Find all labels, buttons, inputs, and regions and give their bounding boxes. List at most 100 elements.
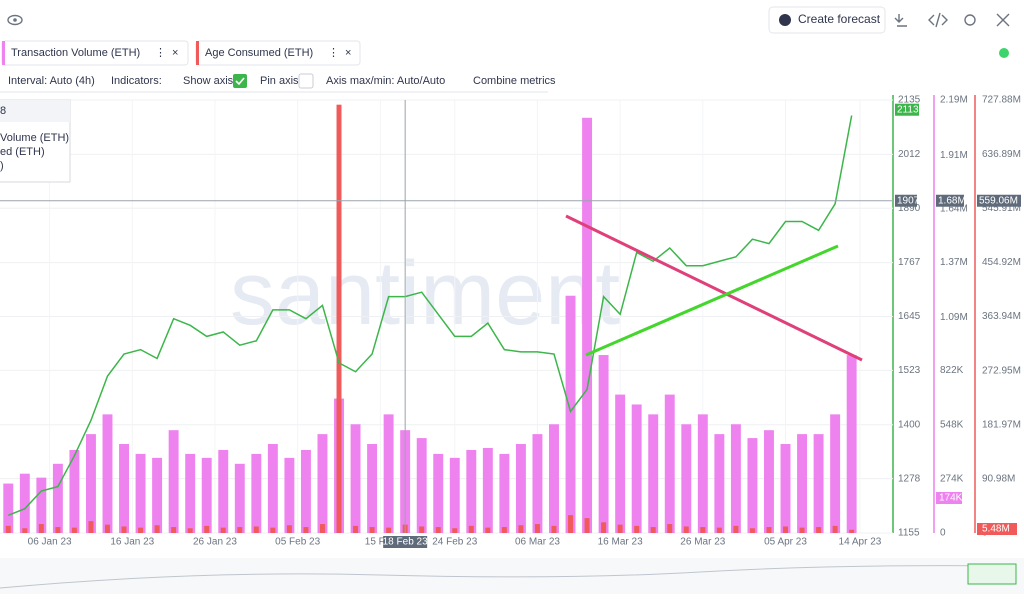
bar	[3, 483, 14, 533]
bar	[449, 457, 460, 533]
trend-line	[565, 214, 863, 362]
bar	[568, 515, 574, 533]
y-tick-label: 181.97M	[982, 419, 1021, 430]
download-icon[interactable]	[894, 14, 907, 27]
bar	[700, 527, 706, 533]
y-tick-label: 545.91M	[982, 203, 1021, 214]
bar	[185, 453, 196, 533]
bar	[468, 525, 474, 533]
bar	[846, 355, 857, 533]
bar	[69, 449, 80, 533]
bar	[119, 444, 129, 533]
bar	[367, 444, 378, 533]
checkbox[interactable]	[233, 74, 247, 88]
x-tick-label: 16 Jan 23	[110, 537, 154, 548]
watermark: santiment	[230, 244, 620, 344]
show-axis[interactable]: Show axis	[183, 75, 234, 87]
bar	[532, 434, 543, 533]
checkbox[interactable]	[298, 73, 314, 89]
last-value: 174K	[939, 493, 963, 504]
pin-axis[interactable]: Pin axis	[260, 75, 299, 87]
bar	[55, 527, 61, 533]
bar	[251, 453, 262, 533]
last-box	[895, 103, 919, 116]
bar	[683, 526, 689, 533]
bar	[253, 526, 259, 533]
y-tick-label: 1400	[898, 419, 921, 430]
bar	[171, 527, 177, 533]
bar	[733, 525, 739, 533]
remove-icon[interactable]: ×	[345, 47, 351, 59]
settings-icon[interactable]	[964, 14, 976, 26]
y-tick-label: 2012	[898, 149, 921, 160]
y-tick-label: 90.98M	[982, 474, 1015, 485]
bar	[631, 404, 642, 533]
interval[interactable]: Interval: Auto (4h)	[8, 75, 95, 87]
bar	[419, 526, 425, 533]
axis-minmax[interactable]: Axis max/min: Auto/Auto	[326, 75, 445, 87]
bar	[747, 438, 758, 533]
bar	[797, 434, 808, 533]
bar	[220, 527, 226, 533]
tooltip-text: ed (ETH)	[0, 146, 45, 158]
bar	[584, 518, 590, 533]
crosshair-label: 18 Feb 23	[383, 537, 428, 548]
bar	[650, 527, 656, 533]
bar	[218, 449, 229, 533]
forecast-icon	[779, 14, 791, 26]
bar	[783, 526, 788, 533]
y-tick-label: 454.92M	[982, 257, 1021, 268]
button-label[interactable]: Create forecast	[798, 12, 881, 26]
bar	[598, 355, 609, 533]
y-tick-label: 0	[940, 528, 946, 539]
y-tick-label: 727.88M	[982, 95, 1021, 106]
bar	[121, 526, 127, 533]
x-tick-label: 05 Feb 23	[275, 537, 320, 548]
bar	[154, 525, 160, 533]
navigator-line	[0, 565, 1011, 589]
y-tick-label: 1.91M	[940, 150, 968, 161]
bar	[284, 457, 295, 533]
metric-color	[196, 41, 199, 65]
bar	[433, 453, 444, 533]
bar	[648, 414, 659, 533]
embed-icon[interactable]	[928, 12, 948, 28]
crosshair-box	[895, 194, 917, 207]
last-value: 2113	[897, 104, 919, 115]
remove-icon[interactable]: ×	[172, 47, 178, 59]
combine-metrics[interactable]: Combine metrics	[473, 75, 556, 87]
x-tick-label: 06 Mar 23	[515, 537, 560, 548]
forecast-button[interactable]	[768, 6, 886, 34]
eye-icon[interactable]	[7, 14, 23, 26]
bar	[5, 525, 11, 533]
bar	[780, 444, 791, 533]
bar	[501, 527, 507, 533]
bar	[832, 525, 838, 533]
last-value: 5.48M	[982, 524, 1010, 535]
bar	[667, 524, 673, 533]
bar	[168, 430, 179, 533]
bar	[353, 525, 359, 533]
bar	[88, 521, 94, 533]
menu-icon[interactable]: ⋮	[328, 47, 339, 59]
close-icon[interactable]	[996, 13, 1010, 27]
y-tick-label: 1.09M	[940, 312, 968, 323]
bar	[319, 524, 325, 533]
bar	[617, 524, 623, 533]
bar	[849, 529, 855, 533]
navigator[interactable]	[0, 558, 1024, 594]
navigator-window[interactable]	[967, 563, 1017, 585]
bar	[551, 525, 557, 533]
crosshair-box	[383, 536, 428, 548]
bar	[749, 528, 755, 533]
bar	[135, 453, 146, 533]
y-tick-label: 1767	[898, 257, 921, 268]
bar	[601, 522, 607, 533]
bar	[664, 394, 675, 533]
bar	[38, 524, 44, 533]
bar	[766, 527, 772, 533]
indicators[interactable]: Indicators:	[111, 75, 162, 87]
menu-icon[interactable]: ⋮	[155, 47, 166, 59]
crosshair-value: 559.06M	[979, 195, 1018, 206]
